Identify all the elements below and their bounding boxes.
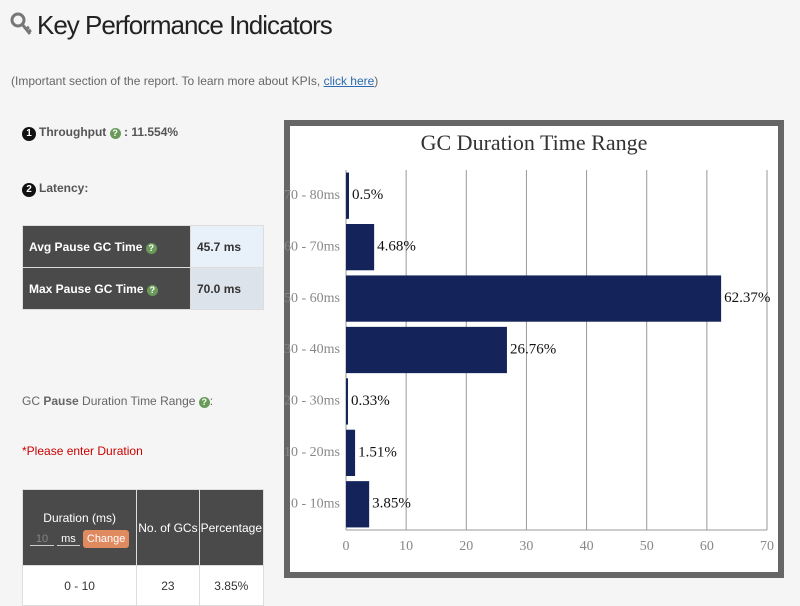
label-text: GC bbox=[22, 394, 44, 408]
help-icon[interactable]: ? bbox=[145, 242, 157, 254]
metric-cell: Max Pause GC Time ? bbox=[22, 267, 191, 310]
metric-value: 45.7 ms bbox=[190, 225, 264, 268]
throughput-value: : 11.554% bbox=[124, 125, 179, 139]
header-cell: Duration (ms) 10 ms Change bbox=[21, 489, 138, 566]
duration-table: Duration (ms) 10 ms Change No. of GCs Per… bbox=[21, 489, 265, 606]
value-label: 26.76% bbox=[510, 341, 556, 357]
label-text: Duration Time Range bbox=[78, 394, 196, 408]
help-icon[interactable]: ? bbox=[109, 128, 121, 139]
latency-row: Avg Pause GC Time ? 45.7 ms bbox=[22, 225, 264, 268]
metric-label: Max Pause GC Time bbox=[29, 281, 144, 296]
latency-table: Avg Pause GC Time ? 45.7 ms Max Pause GC T… bbox=[22, 225, 264, 310]
header-cell: Percentage bbox=[198, 489, 265, 566]
page-title: Key Performance Indicators bbox=[37, 10, 333, 40]
help-icon[interactable]: ? bbox=[146, 284, 158, 296]
value-label: 0.33% bbox=[351, 393, 390, 409]
y-tick-label: 70 - 80ms bbox=[284, 188, 340, 203]
x-tick-label: 70 bbox=[760, 539, 774, 554]
bar bbox=[346, 275, 722, 322]
x-tick-label: 50 bbox=[640, 539, 654, 554]
value-label: 1.51% bbox=[358, 444, 397, 460]
unit-select[interactable]: ms bbox=[57, 532, 80, 546]
metric-value: 70.0 ms bbox=[190, 267, 264, 310]
latency: 2 Latency: bbox=[22, 181, 88, 197]
label-colon: : bbox=[209, 394, 214, 408]
duration-input[interactable]: 10 bbox=[29, 532, 55, 546]
header-text: Duration (ms) bbox=[43, 510, 116, 525]
warning: *Please enter Duration bbox=[22, 444, 143, 458]
value-label: 0.5% bbox=[352, 187, 383, 203]
y-tick-label: 50 - 60ms bbox=[284, 291, 340, 306]
table-cell: 23 bbox=[136, 565, 200, 606]
x-tick-label: 40 bbox=[580, 539, 594, 554]
chart-title: GC Duration Time Range bbox=[421, 130, 648, 155]
metric-cell: Avg Pause GC Time ? bbox=[22, 225, 191, 268]
x-tick-label: 0 bbox=[343, 539, 350, 554]
kpi-link[interactable]: click here bbox=[323, 74, 375, 88]
x-tick-label: 10 bbox=[399, 539, 413, 554]
x-tick-label: 20 bbox=[459, 539, 473, 554]
change-button[interactable]: Change bbox=[82, 529, 130, 548]
step-number: 2 bbox=[22, 183, 36, 197]
help-icon[interactable]: ? bbox=[198, 397, 210, 408]
bar bbox=[346, 326, 507, 374]
table-row: 0 - 10 23 3.85% bbox=[21, 565, 265, 606]
y-tick-label: 20 - 30ms bbox=[284, 394, 340, 409]
subtitle-end: ) bbox=[374, 74, 379, 88]
y-tick-label: 10 - 20ms bbox=[284, 445, 340, 460]
header-cell: No. of GCs bbox=[136, 489, 200, 566]
y-tick-label: 60 - 70ms bbox=[284, 239, 340, 254]
latency-label: Latency: bbox=[39, 181, 89, 195]
value-label: 3.85% bbox=[372, 496, 411, 512]
throughput: 1 Throughput ? : 11.554% bbox=[22, 125, 178, 141]
subtitle: (Important section of the report. To lea… bbox=[11, 74, 378, 88]
bar bbox=[346, 429, 356, 476]
table-cell: 3.85% bbox=[198, 565, 265, 606]
bar bbox=[346, 172, 350, 219]
gc-range-label: GC Pause Duration Time Range ?: bbox=[22, 394, 213, 408]
bar bbox=[346, 378, 348, 425]
bar bbox=[346, 224, 375, 271]
x-tick-label: 60 bbox=[700, 539, 714, 554]
subtitle-text: (Important section of the report. To lea… bbox=[11, 74, 324, 88]
y-tick-label: 0 - 10ms bbox=[291, 497, 340, 512]
throughput-label: Throughput bbox=[39, 125, 107, 139]
metric-label: Avg Pause GC Time bbox=[29, 239, 143, 254]
latency-row: Max Pause GC Time ? 70.0 ms bbox=[22, 267, 264, 310]
value-label: 4.68% bbox=[377, 239, 416, 255]
key-icon bbox=[10, 12, 32, 35]
step-number: 1 bbox=[22, 127, 36, 141]
x-tick-label: 30 bbox=[519, 539, 533, 554]
chart: GC Duration Time Range 0 10 20 30 40 50 60 70 70… bbox=[284, 120, 784, 578]
bar bbox=[346, 481, 370, 528]
y-tick-label: 30 - 40ms bbox=[284, 342, 340, 357]
value-label: 62.37% bbox=[724, 290, 770, 306]
label-bold: Pause bbox=[43, 394, 79, 408]
